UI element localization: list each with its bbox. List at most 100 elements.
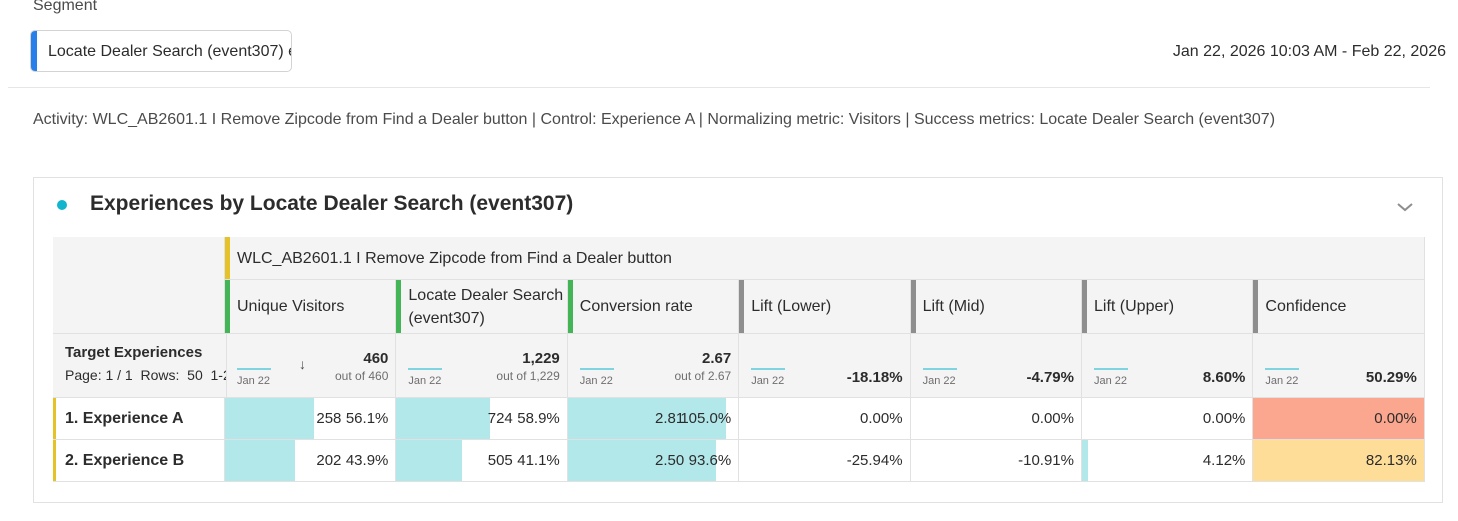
table-cell[interactable]: -10.91% xyxy=(910,440,1082,482)
table-cell[interactable]: 0.00% xyxy=(1082,398,1254,440)
cell-percent: 41.1% xyxy=(517,452,560,469)
row-label-text: 2. Experience B xyxy=(65,452,185,469)
metric-total-out-of: out of 2.67 xyxy=(674,369,732,383)
sort-desc-icon[interactable]: ↓ xyxy=(299,356,306,372)
cell-value: 0.00% xyxy=(1374,410,1417,427)
table-row-label[interactable]: 1. Experience A xyxy=(53,398,225,440)
dimension-header[interactable]: Target Experiences Page: 1 / 1 Rows: 50 1… xyxy=(53,334,227,398)
sparkline-date: Jan 22 xyxy=(751,375,785,387)
activity-header-label: WLC_AB2601.1 I Remove Zipcode from Find … xyxy=(237,250,672,267)
metric-total-cell: Jan 22 -4.79% xyxy=(910,334,1082,398)
sparkline xyxy=(237,368,271,370)
metric-header-label: Lift (Upper) xyxy=(1094,298,1175,315)
metric-header-label: Unique Visitors xyxy=(237,298,345,315)
cell-percent: 105.0% xyxy=(680,410,732,427)
cell-value: 202 xyxy=(316,452,342,469)
segment-pill-text: Locate Dealer Search (event307) exists xyxy=(48,43,291,60)
table-cell[interactable]: -25.94% xyxy=(739,440,911,482)
cell-bar xyxy=(1082,440,1089,481)
metric-accent xyxy=(1082,280,1087,333)
metric-header[interactable]: Lift (Lower) xyxy=(739,280,911,334)
table-cell[interactable]: 0.00% xyxy=(1253,398,1425,440)
metric-header[interactable]: Lift (Upper) xyxy=(1082,280,1254,334)
cell-bar xyxy=(396,398,490,439)
metric-total: 1,229 xyxy=(522,350,560,367)
sparkline xyxy=(751,368,786,370)
metric-total: -18.18% xyxy=(846,369,903,386)
metric-accent xyxy=(739,280,745,333)
pagination-info[interactable]: Page: 1 / 1 Rows: 50 1-2 xyxy=(65,367,227,383)
cell-percent: 93.6% xyxy=(688,452,732,469)
cell-bar xyxy=(396,440,462,481)
cell-value: 0.00% xyxy=(860,410,903,427)
metric-total-cell: Jan 22 1,229 out of 1,229 xyxy=(396,334,568,398)
sparkline xyxy=(579,368,614,370)
cell-value: 0.00% xyxy=(1202,410,1246,427)
activity-description: Activity: WLC_AB2601.1 I Remove Zipcode … xyxy=(33,111,1276,128)
table-cell[interactable]: 0.00% xyxy=(910,398,1082,440)
chevron-down-icon[interactable] xyxy=(1394,196,1416,218)
metric-header[interactable]: Lift (Mid) xyxy=(910,280,1082,334)
table-cell[interactable]: 4.12% xyxy=(1082,440,1254,482)
sparkline xyxy=(408,368,443,370)
metric-total: -4.79% xyxy=(1026,369,1074,386)
metric-total-cell: Jan 22 2.67 out of 2.67 xyxy=(567,334,740,398)
sparkline-date: Jan 22 xyxy=(922,375,956,387)
metric-accent xyxy=(910,280,916,333)
metric-total: 50.29% xyxy=(1365,369,1417,386)
table-cell[interactable]: 505 41.1% xyxy=(396,440,568,482)
metric-header-label: Conversion rate xyxy=(579,298,693,315)
metric-accent xyxy=(567,280,573,333)
table-cell[interactable]: 202 43.9% xyxy=(225,440,397,482)
table-cell[interactable]: 2.81 105.0% xyxy=(567,398,740,440)
metric-header[interactable]: Unique Visitors xyxy=(225,280,397,334)
metric-header[interactable]: Conversion rate xyxy=(567,280,740,334)
metric-accent xyxy=(225,280,230,333)
sparkline-date: Jan 22 xyxy=(1094,375,1128,387)
sparkline-date: Jan 22 xyxy=(408,375,442,387)
metric-accent xyxy=(396,280,402,333)
cell-value: 505 xyxy=(487,452,513,469)
date-range[interactable]: Jan 22, 2026 10:03 AM - Feb 22, 2026 xyxy=(1172,43,1446,60)
metric-total-cell: Jan 22 8.60% xyxy=(1082,334,1254,398)
cell-value: -25.94% xyxy=(846,452,903,469)
table-cell[interactable]: 0.00% xyxy=(739,398,911,440)
table-cell[interactable]: 2.50 93.6% xyxy=(567,440,740,482)
sparkline xyxy=(1265,368,1300,370)
sparkline xyxy=(1094,368,1128,370)
metric-total-out-of: out of 460 xyxy=(335,369,389,383)
cell-bar xyxy=(567,440,717,481)
table-cell[interactable]: 258 56.1% xyxy=(225,398,397,440)
cell-value: 4.12% xyxy=(1202,452,1246,469)
metric-header-label: Confidence xyxy=(1265,298,1347,315)
metric-total: 2.67 xyxy=(701,350,732,367)
metric-total: 460 xyxy=(363,350,389,367)
metric-header[interactable]: Locate Dealer Search (event307) xyxy=(396,280,568,334)
table-cell[interactable]: 724 58.9% xyxy=(396,398,568,440)
cell-percent: 56.1% xyxy=(345,410,389,427)
cell-value: 724 xyxy=(487,410,513,427)
activity-header[interactable]: WLC_AB2601.1 I Remove Zipcode from Find … xyxy=(225,237,1425,280)
metric-total-cell: Jan 22 -18.18% xyxy=(739,334,911,398)
table-row-label[interactable]: 2. Experience B xyxy=(53,440,225,482)
metric-header[interactable]: Confidence xyxy=(1253,280,1425,334)
cell-value: 2.81 xyxy=(654,410,685,427)
metric-header-label: Locate Dealer Search (event307) xyxy=(408,286,564,327)
row-accent xyxy=(53,440,56,481)
freeform-panel xyxy=(33,177,1443,503)
sparkline xyxy=(922,368,957,370)
cell-percent: 43.9% xyxy=(345,452,389,469)
sparkline-date: Jan 22 xyxy=(237,375,271,387)
row-label-text: 1. Experience A xyxy=(65,410,184,427)
segment-pill[interactable]: Locate Dealer Search (event307) exists xyxy=(30,30,292,72)
segment-label: Segment xyxy=(33,0,98,14)
table-cell[interactable]: 82.13% xyxy=(1253,440,1425,482)
activity-accent xyxy=(225,237,230,279)
segment-color-bar xyxy=(31,31,37,71)
metric-header-label: Lift (Mid) xyxy=(922,298,985,315)
metric-total-cell: Jan 22 50.29% xyxy=(1253,334,1425,398)
cell-value: 2.50 xyxy=(654,452,685,469)
metric-total: 8.60% xyxy=(1202,369,1246,386)
dimension-title: Target Experiences xyxy=(65,344,203,361)
cell-bar xyxy=(567,398,727,439)
